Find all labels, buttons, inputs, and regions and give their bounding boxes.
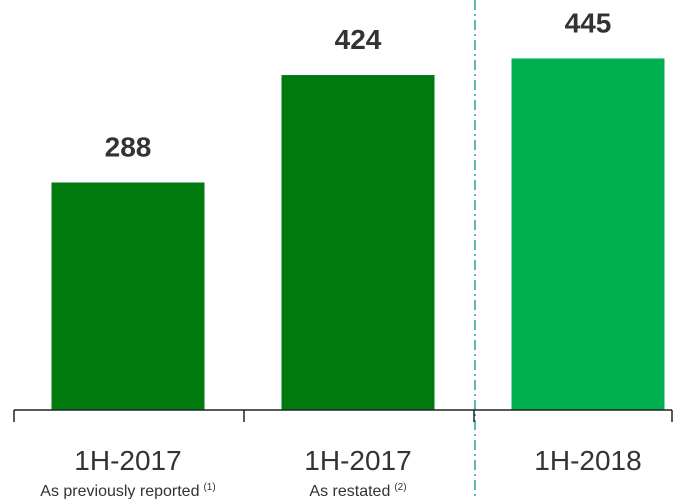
footnote-ref: (1): [203, 482, 215, 493]
x-tick-label: 1H-2017: [74, 445, 181, 476]
sublabel-text: As previously reported: [40, 483, 199, 499]
x-sublabel: As previously reported (1): [40, 482, 215, 499]
sublabel-text: As restated: [309, 483, 390, 499]
value-label: 424: [335, 24, 382, 55]
bar: [281, 75, 435, 410]
x-tick-label: 1H-2017: [304, 445, 411, 476]
bar: [511, 58, 665, 410]
value-label: 445: [565, 7, 612, 38]
footnote-ref: (2): [394, 482, 406, 493]
bar: [51, 182, 205, 410]
x-sublabel: As restated (2): [309, 482, 406, 499]
value-label: 288: [105, 131, 152, 162]
x-tick-label: 1H-2018: [534, 445, 641, 476]
